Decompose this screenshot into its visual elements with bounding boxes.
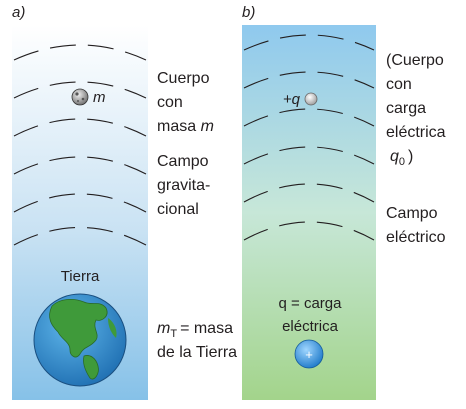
earth-label: Tierra bbox=[61, 268, 100, 285]
panel-b-background bbox=[242, 25, 376, 400]
mass-body-symbol: m bbox=[93, 89, 106, 106]
charged-body-label-line-1: (Cuerpo bbox=[386, 52, 444, 69]
panel-a-label: a) bbox=[12, 4, 25, 21]
gravitational-field-lines bbox=[13, 44, 147, 246]
test-charge-icon bbox=[304, 92, 318, 106]
earth-mass-label-line-2: de la Tierra bbox=[157, 344, 237, 361]
charged-body-label-line-5: q0) bbox=[390, 148, 413, 168]
electric-field-label-line-2: eléctrico bbox=[386, 229, 446, 246]
earth-mass-label: mT = masa de la Tierra bbox=[157, 320, 237, 361]
mass-body-label-line-2: con bbox=[157, 94, 183, 111]
source-charge-label-line-2: eléctrica bbox=[282, 318, 339, 335]
electric-field-lines bbox=[243, 34, 375, 241]
earth-icon bbox=[33, 293, 127, 387]
earth-mass-label-line-1: mT = masa bbox=[157, 320, 233, 340]
grav-field-label-line-2: gravita- bbox=[157, 177, 210, 194]
mass-body-icon bbox=[71, 88, 89, 106]
source-charge-icon: + bbox=[294, 339, 324, 369]
charged-body-label-line-4: eléctrica bbox=[386, 124, 446, 141]
mass-body-label: Cuerpo con masa m bbox=[157, 70, 214, 135]
mass-body-label-line-1: Cuerpo bbox=[157, 70, 210, 87]
source-charge-label-line-1: q = carga bbox=[279, 295, 343, 312]
charged-body-label-line-3: carga bbox=[386, 100, 426, 117]
test-charge-label: +q bbox=[283, 91, 301, 108]
charged-body-label-line-2: con bbox=[386, 76, 412, 93]
grav-field-label-line-1: Campo bbox=[157, 153, 209, 170]
gravitational-field-label: Campo gravita- cional bbox=[157, 153, 210, 218]
source-charge-sign: + bbox=[305, 347, 313, 362]
panel-b-label: b) bbox=[242, 4, 255, 21]
electric-field-label: Campo eléctrico bbox=[386, 205, 446, 246]
mass-body-label-line-3: masa m bbox=[157, 118, 214, 135]
charged-body-label: (Cuerpo con carga eléctrica q0) bbox=[386, 52, 446, 168]
electric-field-label-line-1: Campo bbox=[386, 205, 438, 222]
grav-field-label-line-3: cional bbox=[157, 201, 199, 218]
